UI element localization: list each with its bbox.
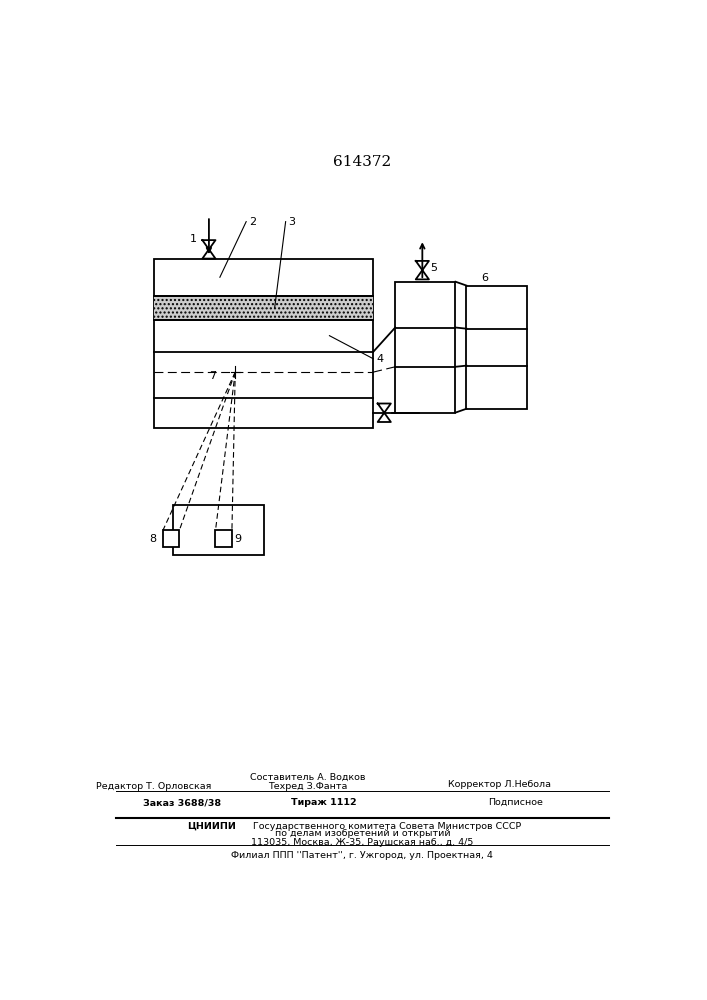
Bar — [395, 282, 455, 413]
Text: Составитель А. Водков: Составитель А. Водков — [250, 773, 366, 782]
Text: Заказ 3688/38: Заказ 3688/38 — [144, 798, 221, 807]
Bar — [154, 259, 373, 428]
Text: по делам изобретений и открытий: по делам изобретений и открытий — [274, 829, 450, 838]
Text: 113035, Москва, Ж-35, Раушская наб., д. 4/5: 113035, Москва, Ж-35, Раушская наб., д. … — [251, 838, 474, 847]
Bar — [163, 530, 180, 547]
Text: Филиал ППП ''Патент'', г. Ужгород, ул. Проектная, 4: Филиал ППП ''Патент'', г. Ужгород, ул. П… — [231, 851, 493, 860]
Bar — [216, 530, 232, 547]
Text: Редактор Т. Орловская: Редактор Т. Орловская — [96, 782, 212, 791]
Text: 2: 2 — [249, 217, 256, 227]
Text: 1: 1 — [190, 234, 197, 244]
Text: 8: 8 — [149, 534, 156, 544]
Bar — [467, 286, 527, 409]
Text: ЦНИИПИ: ЦНИИПИ — [187, 822, 236, 831]
Text: Подписное: Подписное — [489, 798, 543, 807]
Bar — [173, 505, 264, 555]
Text: Тираж 1112: Тираж 1112 — [291, 798, 357, 807]
Text: 614372: 614372 — [333, 155, 392, 169]
Text: Государственного комитета Совета Министров СССР: Государственного комитета Совета Министр… — [253, 822, 521, 831]
Text: 9: 9 — [235, 534, 242, 544]
Text: 5: 5 — [431, 263, 438, 273]
Text: 3: 3 — [288, 217, 296, 227]
Text: 7: 7 — [209, 371, 216, 381]
Text: 6: 6 — [481, 273, 489, 283]
Text: 4: 4 — [376, 354, 383, 364]
Text: Техред З.Фанта: Техред З.Фанта — [268, 782, 347, 791]
Bar — [154, 296, 373, 320]
Text: Корректор Л.Небола: Корректор Л.Небола — [448, 780, 551, 789]
